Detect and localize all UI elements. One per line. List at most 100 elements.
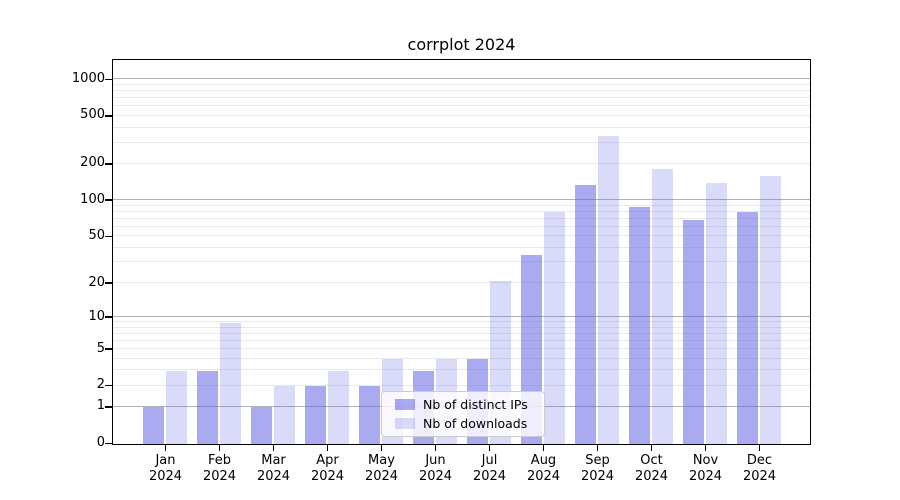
bar-distinct-ips-nov	[683, 220, 705, 444]
gridline-minor	[113, 162, 810, 164]
x-tick-label: May 2024	[364, 452, 399, 484]
x-axis-tick	[380, 443, 383, 451]
x-tick-label: Jul 2024	[472, 452, 507, 484]
x-tick-label: Apr 2024	[310, 452, 345, 484]
y-tick-label: 0	[96, 435, 105, 450]
y-axis-tick	[105, 199, 112, 201]
y-tick-label: 10	[88, 308, 105, 324]
y-tick-label: 20	[88, 274, 105, 290]
gridline-minor	[113, 326, 810, 328]
legend-label-downloads: Nb of downloads	[423, 416, 528, 431]
gridline-minor	[113, 105, 810, 107]
x-tick-label: Aug 2024	[526, 452, 561, 484]
y-tick-label: 5	[96, 340, 105, 356]
x-axis-tick	[650, 443, 653, 451]
y-axis-tick	[105, 78, 112, 81]
x-axis-tick	[758, 443, 761, 451]
gridline-minor	[113, 369, 810, 371]
bar-distinct-ips-sep	[575, 185, 597, 444]
legend-item: Nb of distinct IPs	[395, 397, 536, 412]
gridline-minor	[113, 235, 810, 237]
y-axis-tick	[105, 163, 112, 165]
bar-distinct-ips-oct	[629, 207, 651, 444]
x-tick-label: Dec 2024	[742, 452, 777, 484]
gridline-minor	[113, 261, 810, 263]
x-tick-label: Nov 2024	[688, 452, 723, 484]
gridline-minor	[113, 357, 810, 359]
bar-downloads-mar	[273, 386, 295, 444]
bar-downloads-aug	[543, 212, 565, 444]
gridline-minor	[113, 332, 810, 334]
x-tick-label: Jan 2024	[148, 452, 183, 484]
bar-downloads-sep	[597, 135, 619, 444]
y-axis-tick	[105, 282, 112, 284]
gridline-minor	[113, 126, 810, 128]
gridline-minor	[113, 384, 810, 386]
x-tick-label: Jun 2024	[418, 452, 453, 484]
bar-downloads-dec	[759, 175, 781, 444]
x-axis-tick	[218, 443, 221, 451]
y-axis-tick	[105, 115, 112, 117]
bar-downloads-feb	[219, 322, 241, 444]
x-axis-tick	[488, 443, 491, 451]
gridline-minor	[113, 225, 810, 227]
gridline-minor	[113, 141, 810, 143]
gridline-minor	[113, 83, 810, 85]
gridline-minor	[113, 348, 810, 350]
bar-distinct-ips-jan	[143, 407, 165, 444]
y-axis-tick	[105, 442, 112, 445]
legend-label-distinct-ips: Nb of distinct IPs	[423, 397, 528, 412]
x-tick-label: Oct 2024	[634, 452, 669, 484]
y-tick-label: 50	[88, 227, 105, 243]
gridline-minor	[113, 217, 810, 219]
gridline-minor	[113, 114, 810, 116]
bar-distinct-ips-dec	[737, 212, 759, 444]
gridline-minor	[113, 339, 810, 341]
bar-downloads-jan	[165, 370, 187, 444]
x-tick-label: Sep 2024	[580, 452, 615, 484]
plot-area	[112, 59, 811, 445]
y-tick-label: 2	[96, 377, 105, 393]
gridline-minor	[113, 210, 810, 212]
x-tick-label: Mar 2024	[256, 452, 291, 484]
legend-swatch-distinct-ips-icon	[395, 399, 415, 410]
x-tick-label: Feb 2024	[202, 452, 237, 484]
gridline-major	[113, 199, 810, 201]
gridline-major	[113, 316, 810, 318]
x-axis-tick	[542, 443, 545, 451]
y-axis-tick	[105, 406, 112, 408]
gridline-minor	[113, 282, 810, 284]
gridline-minor	[113, 90, 810, 92]
legend-item: Nb of downloads	[395, 416, 536, 431]
x-axis-tick	[434, 443, 437, 451]
bar-distinct-ips-may	[359, 386, 381, 444]
gridline-minor	[113, 97, 810, 99]
y-tick-label: 100	[80, 191, 105, 207]
bar-distinct-ips-apr	[305, 386, 327, 444]
x-axis-tick	[164, 443, 167, 451]
x-axis-tick	[596, 443, 599, 451]
gridline-minor	[113, 321, 810, 323]
bar-distinct-ips-feb	[197, 370, 219, 444]
gridline-minor	[113, 246, 810, 248]
legend: Nb of distinct IPs Nb of downloads	[381, 391, 545, 437]
x-axis-tick	[326, 443, 329, 451]
y-axis-tick	[105, 235, 112, 237]
y-tick-label: 1000	[71, 70, 105, 86]
y-tick-label: 200	[80, 155, 105, 171]
y-axis-tick	[105, 384, 112, 387]
legend-swatch-downloads-icon	[395, 418, 415, 429]
y-axis-tick	[105, 316, 112, 318]
y-axis-tick	[105, 348, 112, 350]
bar-distinct-ips-mar	[251, 407, 273, 444]
gridline-minor	[113, 204, 810, 206]
bar-downloads-apr	[327, 370, 349, 444]
y-tick-label: 1	[96, 398, 105, 414]
gridline-major	[113, 78, 810, 80]
y-tick-label: 500	[80, 107, 105, 123]
x-axis-tick	[704, 443, 707, 451]
x-axis-tick	[272, 443, 275, 451]
chart-title: corrplot 2024	[407, 35, 516, 54]
bar-downloads-nov	[705, 183, 727, 444]
